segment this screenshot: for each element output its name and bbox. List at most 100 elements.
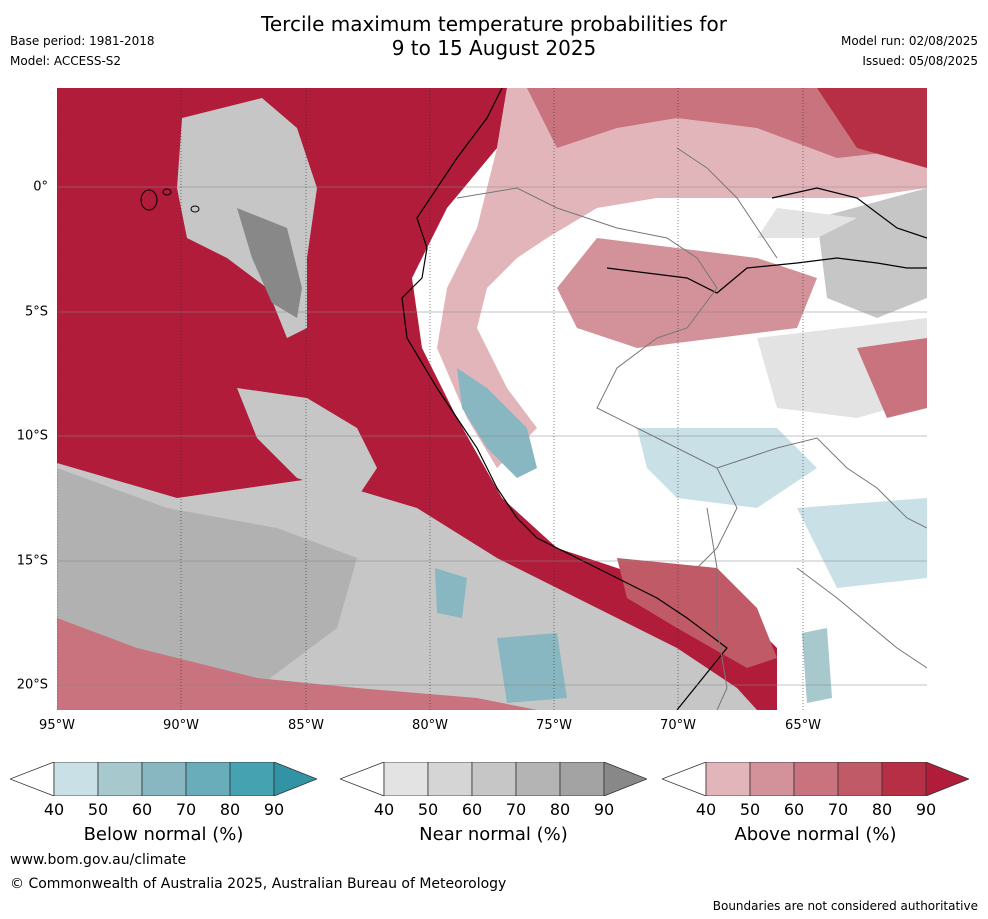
footer-url: www.bom.gov.au/climate	[10, 852, 187, 868]
lon-label-80w: 80°W	[412, 718, 448, 733]
legend-near-swatch-1	[383, 761, 429, 797]
galapagos-island	[140, 189, 158, 211]
below-normal-southeast	[802, 628, 832, 703]
lon-label-70w: 70°W	[660, 718, 696, 733]
legend-above-swatch-5	[881, 761, 927, 797]
galapagos-island-small	[162, 188, 172, 196]
lon-label-95w: 95°W	[39, 718, 75, 733]
below-normal-central	[637, 428, 817, 508]
legend-near-swatch-6	[603, 761, 649, 797]
legend-above-swatch-4	[837, 761, 883, 797]
legend-below-tick: 70	[175, 800, 197, 819]
issued-date: Issued: 05/08/2025	[862, 54, 978, 68]
lat-label-20s: 20°S	[16, 677, 48, 693]
country-border-5	[796, 567, 927, 669]
river	[606, 257, 927, 294]
legend-above-tick: 80	[871, 800, 893, 819]
lat-label-5s: 5°S	[24, 304, 48, 320]
legend-below-swatch-3	[141, 761, 187, 797]
above-normal-south-edge	[57, 618, 537, 710]
legend-near-tick: 80	[549, 800, 571, 819]
legend-above-tick: 50	[739, 800, 761, 819]
legend-above-swatch-6	[925, 761, 971, 797]
legend-above-swatch-0	[660, 761, 707, 797]
legend-above-tick: 70	[827, 800, 849, 819]
lon-label-85w: 85°W	[288, 718, 324, 733]
page-title: Tercile maximum temperature probabilitie…	[0, 12, 988, 60]
river-north	[771, 187, 927, 239]
model-name: Model: ACCESS-S2	[10, 54, 122, 68]
legend-below-label: Below normal (%)	[83, 824, 244, 845]
coastline	[401, 88, 728, 710]
above-normal-east-patch	[857, 338, 927, 418]
country-border-3	[716, 437, 927, 529]
country-border-2	[676, 147, 778, 259]
near-normal-north-land	[757, 208, 857, 238]
lat-label-15s: 15°S	[16, 553, 48, 569]
model-run: Model run: 02/08/2025	[840, 34, 978, 48]
galapagos-island-small-2	[190, 205, 200, 213]
legend-above-ticks: 40 50 60 70 80 90	[662, 800, 969, 820]
legend-near-ticks: 40 50 60 70 80 90	[340, 800, 647, 820]
legend-near-swatch-4	[515, 761, 561, 797]
country-border-4	[706, 507, 728, 710]
base-period: Base period: 1981-2018	[10, 34, 155, 48]
legend-below-tick: 50	[87, 800, 109, 819]
legend-near-swatch-2	[427, 761, 473, 797]
legend-below-swatch-0	[8, 761, 55, 797]
legend-near-tick: 60	[461, 800, 483, 819]
legend-below-swatch-1	[53, 761, 99, 797]
legend-near-swatch-0	[338, 761, 385, 797]
above-normal-southeast-band	[617, 558, 777, 668]
meta-left: Base period: 1981-2018 Model: ACCESS-S2	[10, 31, 155, 71]
above-normal-central-land	[557, 238, 817, 348]
above-normal-north-land	[437, 88, 927, 468]
footer-note: Boundaries are not considered authoritat…	[712, 899, 978, 913]
legend-above-normal	[660, 761, 971, 797]
below-normal-sw-patch	[435, 568, 467, 618]
meta-right: Model run: 02/08/2025 Issued: 05/08/2025	[841, 31, 978, 71]
below-normal-south	[497, 633, 567, 703]
lon-label-90w: 90°W	[163, 718, 199, 733]
legend-below-tick: 80	[219, 800, 241, 819]
graticule	[57, 186, 927, 686]
legend-near-tick: 90	[593, 800, 615, 819]
lon-label-65w: 65°W	[785, 718, 821, 733]
legend-below-swatch-4	[185, 761, 231, 797]
legend-below-normal	[8, 761, 319, 797]
map-svg	[57, 88, 927, 710]
legend-above-swatch-2	[749, 761, 795, 797]
legend-above-label: Above normal (%)	[734, 824, 897, 845]
legend-near-tick: 70	[505, 800, 527, 819]
legend-above-swatch-3	[793, 761, 839, 797]
near-normal-midwest	[237, 388, 377, 498]
legend-above-tick: 90	[915, 800, 937, 819]
legend-near-label: Near normal (%)	[419, 824, 568, 845]
legend-above-normal-bar	[660, 761, 971, 797]
lon-label-75w: 75°W	[536, 718, 572, 733]
legend-above-tick: 60	[783, 800, 805, 819]
title-line-2: 9 to 15 August 2025	[391, 36, 597, 60]
title-line-1: Tercile maximum temperature probabilitie…	[261, 12, 727, 36]
legend-near-normal	[338, 761, 649, 797]
legend-above-swatch-1	[705, 761, 751, 797]
above-normal-north-core	[527, 88, 927, 158]
footer-copyright: © Commonwealth of Australia 2025, Austra…	[10, 876, 507, 892]
near-normal-northwest-core	[237, 208, 302, 318]
legend-near-swatch-3	[471, 761, 517, 797]
lat-label-0: 0°	[33, 179, 48, 195]
above-normal-northeast	[817, 88, 927, 168]
legend-above-tick: 40	[695, 800, 717, 819]
probability-map	[57, 88, 927, 710]
legend-below-tick: 40	[43, 800, 65, 819]
legend-below-swatch-5	[229, 761, 275, 797]
legend-near-tick: 50	[417, 800, 439, 819]
legend-below-tick: 60	[131, 800, 153, 819]
legend-below-ticks: 40 50 60 70 80 90	[10, 800, 317, 820]
country-border-1	[456, 187, 738, 569]
below-normal-coast	[457, 368, 537, 478]
below-normal-east	[797, 498, 927, 588]
legend-near-swatch-5	[559, 761, 605, 797]
legend-below-normal-bar	[8, 761, 319, 797]
lat-label-10s: 10°S	[16, 428, 48, 444]
